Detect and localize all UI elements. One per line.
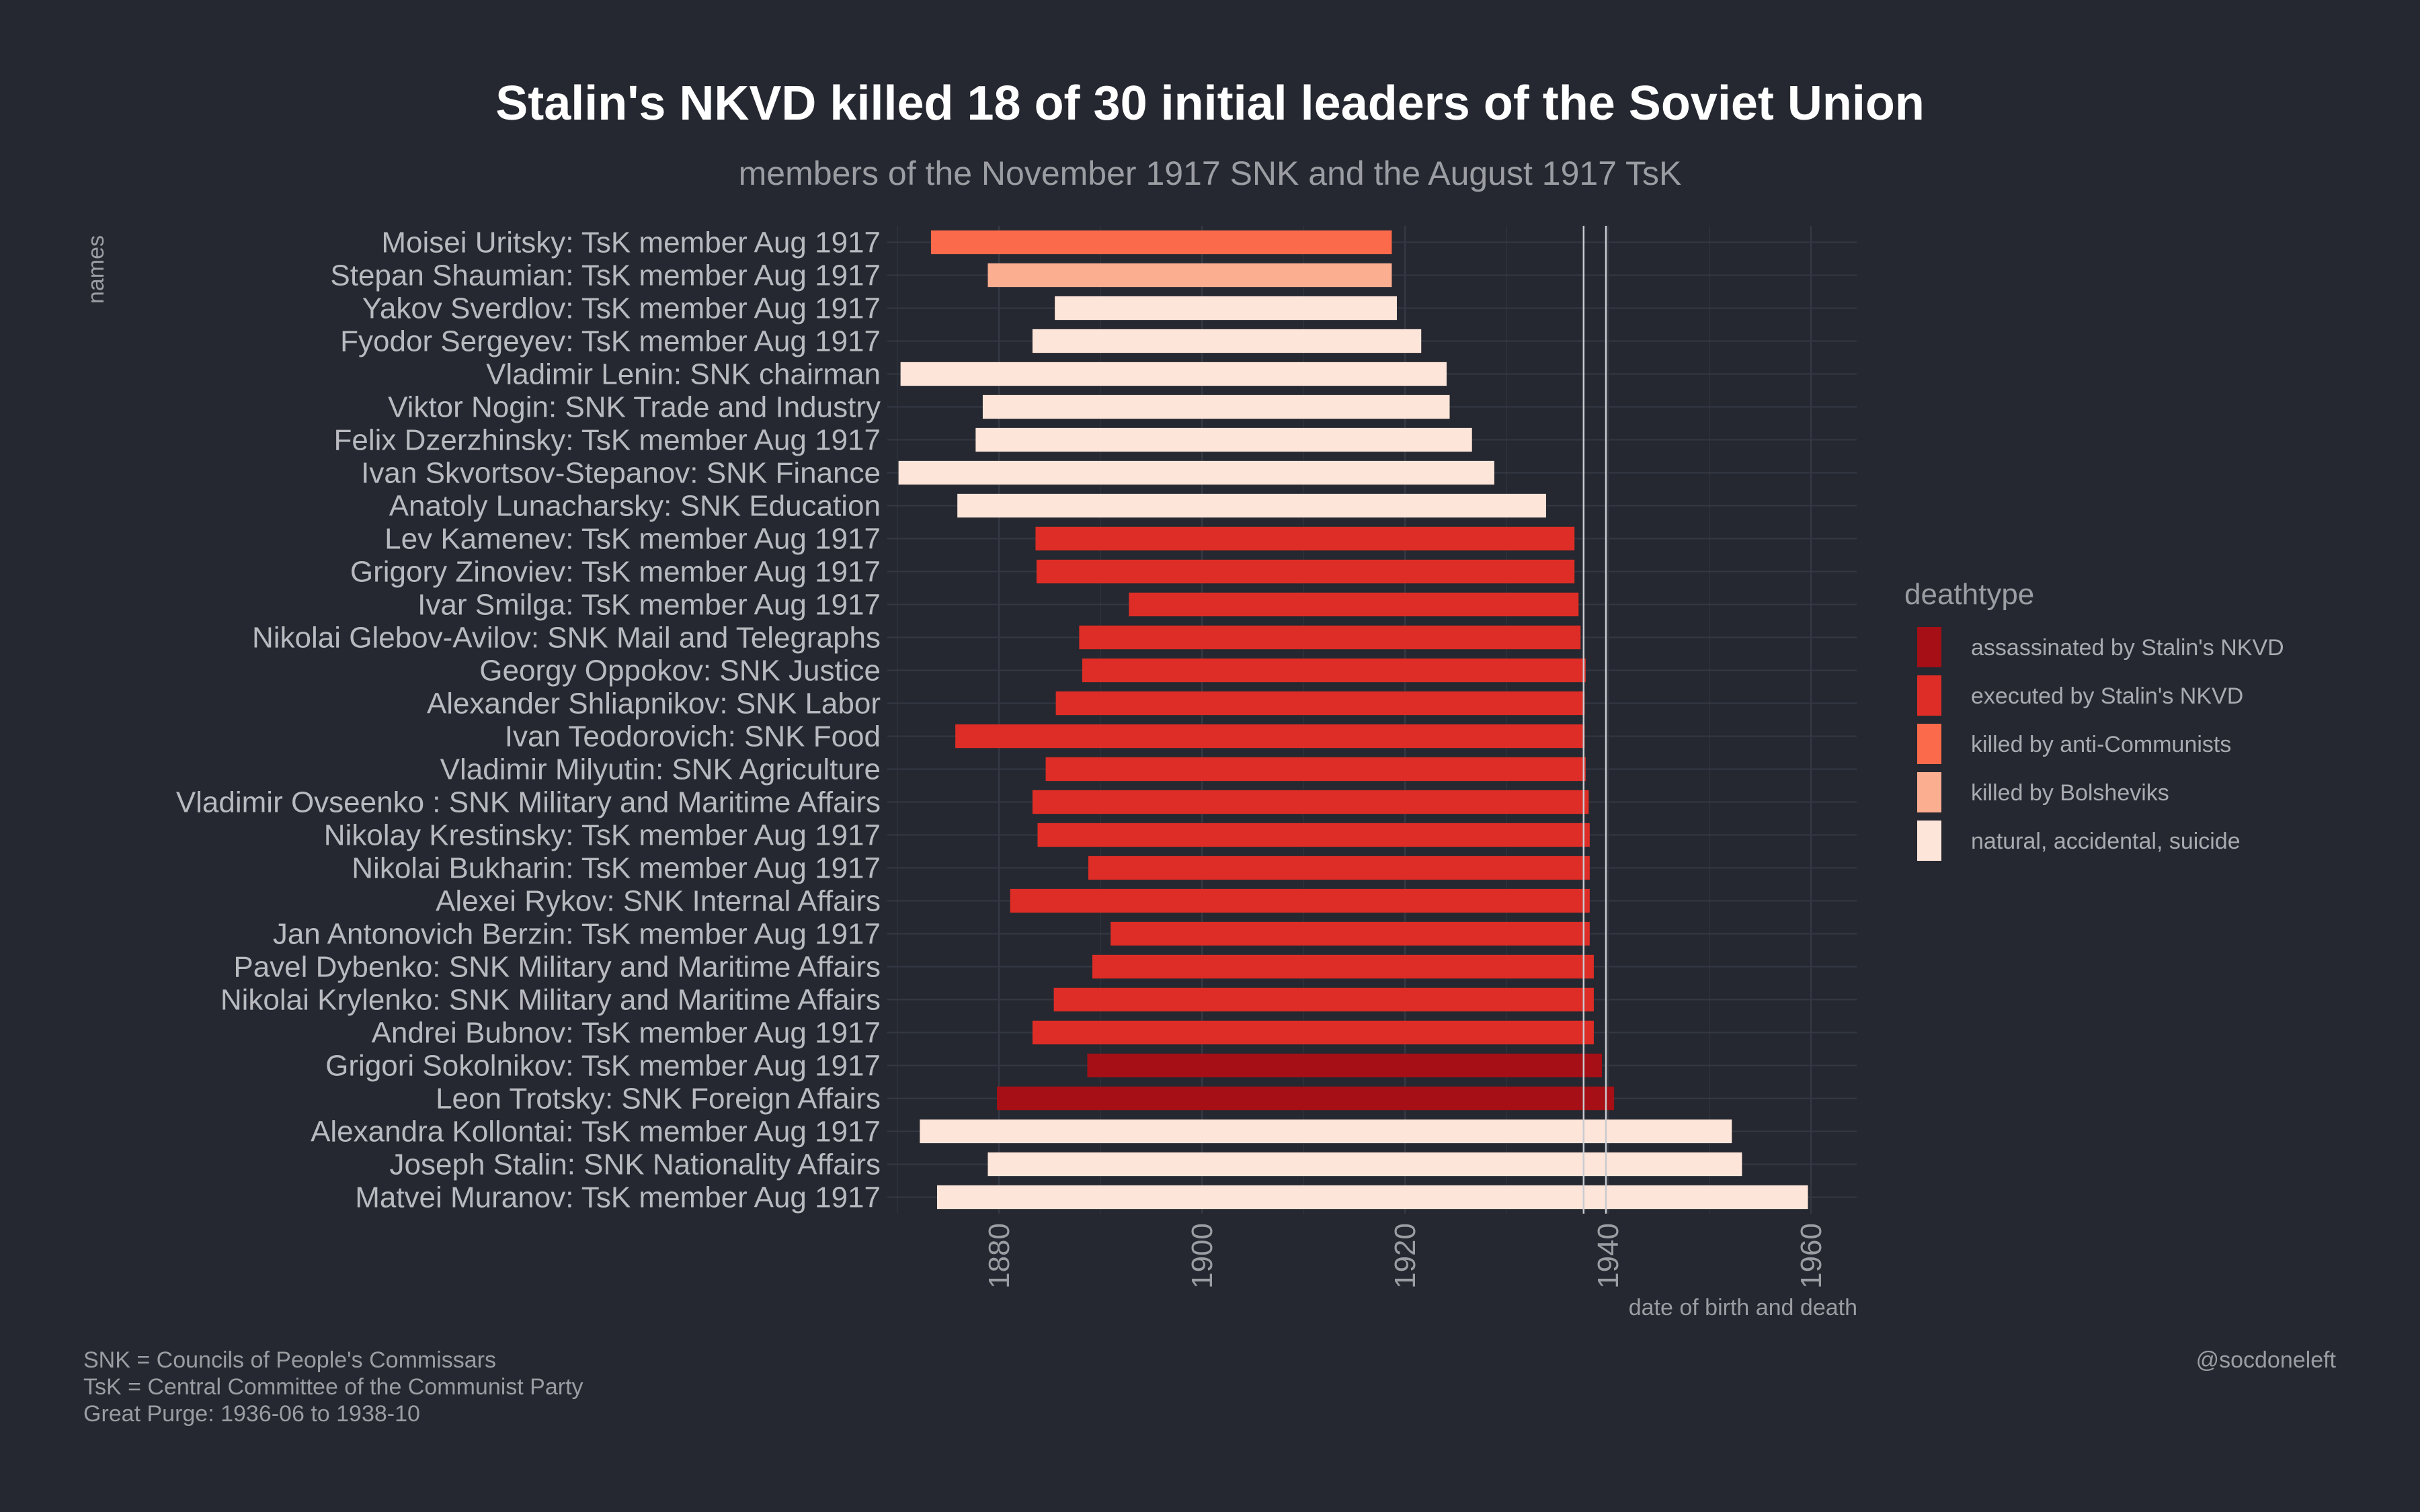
name-label: Joseph Stalin: SNK Nationality Affairs <box>390 1148 881 1181</box>
legend-entries: assassinated by Stalin's NKVD executed by… <box>1917 627 2284 861</box>
bar <box>1032 790 1589 814</box>
legend: deathtype assassinated by Stalin's NKVD e… <box>1904 578 2284 861</box>
x-axis-ticks: 1880 1900 1920 1940 1960 <box>983 1223 1828 1289</box>
name-label: Anatoly Lunacharsky: SNK Education <box>389 490 881 523</box>
name-label: Nikolai Bukharin: TsK member Aug 1917 <box>352 852 881 885</box>
name-label: Nikolai Krylenko: SNK Military and Marit… <box>220 984 881 1017</box>
name-label: Pavel Dybenko: SNK Military and Maritime… <box>233 951 881 984</box>
bar <box>1037 823 1590 847</box>
bar <box>1032 329 1422 353</box>
name-label: Grigori Sokolnikov: TsK member Aug 1917 <box>325 1050 881 1083</box>
bar <box>1082 658 1586 683</box>
legend-title: deathtype <box>1904 578 2034 611</box>
x-tick-label: 1940 <box>1592 1223 1625 1289</box>
x-tick-label: 1960 <box>1795 1223 1828 1289</box>
legend-swatch <box>1917 627 1941 667</box>
legend-swatch <box>1917 724 1941 764</box>
y-axis-title: names <box>83 235 109 304</box>
x-tick-label: 1880 <box>983 1223 1016 1289</box>
name-label: Viktor Nogin: SNK Trade and Industry <box>388 391 881 424</box>
chart-title: Stalin's NKVD killed 18 of 30 initial le… <box>495 77 1925 130</box>
legend-label: executed by Stalin's NKVD <box>1971 683 2243 709</box>
name-label: Stepan Shaumian: TsK member Aug 1917 <box>330 259 881 292</box>
bar <box>1092 954 1594 979</box>
name-label: Lev Kamenev: TsK member Aug 1917 <box>385 523 881 556</box>
bar <box>1035 526 1575 551</box>
x-tick-label: 1900 <box>1186 1223 1219 1289</box>
legend-label: natural, accidental, suicide <box>1971 829 2241 854</box>
bar <box>997 1086 1615 1111</box>
x-axis-title: date of birth and death <box>1629 1295 1857 1320</box>
caption-line-3: Great Purge: 1936-06 to 1938-10 <box>83 1401 420 1427</box>
name-label: Alexei Rykov: SNK Internal Affairs <box>436 885 881 918</box>
name-label: Ivan Teodorovich: SNK Food <box>505 720 881 753</box>
name-label: Fyodor Sergeyev: TsK member Aug 1917 <box>340 325 881 358</box>
bar <box>1036 559 1575 584</box>
bar <box>898 460 1494 485</box>
bar <box>1055 296 1397 321</box>
bar <box>1111 921 1590 946</box>
bar <box>920 1119 1732 1144</box>
name-label: Moisei Uritsky: TsK member Aug 1917 <box>381 226 881 259</box>
bar <box>955 724 1585 749</box>
bar <box>900 362 1447 386</box>
bar <box>1087 1053 1603 1078</box>
caption-line-2: TsK = Central Committee of the Communist… <box>83 1374 583 1400</box>
name-label: Grigory Zinoviev: TsK member Aug 1917 <box>350 556 881 589</box>
bars <box>898 230 1808 1210</box>
name-label: Vladimir Milyutin: SNK Agriculture <box>440 753 881 786</box>
legend-label: assassinated by Stalin's NKVD <box>1971 635 2284 661</box>
name-label: Leon Trotsky: SNK Foreign Affairs <box>436 1083 881 1116</box>
name-label: Nikolay Krestinsky: TsK member Aug 1917 <box>324 819 881 852</box>
name-label: Yakov Sverdlov: TsK member Aug 1917 <box>362 292 881 325</box>
caption-line-1: SNK = Councils of People's Commissars <box>83 1347 496 1373</box>
bar <box>1055 691 1585 716</box>
bar <box>1079 625 1581 650</box>
legend-swatch <box>1917 821 1941 861</box>
name-label: Andrei Bubnov: TsK member Aug 1917 <box>372 1017 881 1050</box>
name-labels: Moisei Uritsky: TsK member Aug 1917Stepa… <box>176 226 881 1214</box>
bar <box>1088 855 1590 880</box>
bar <box>1053 987 1594 1012</box>
name-label: Vladimir Ovseenko : SNK Military and Mar… <box>176 786 881 819</box>
name-label: Alexander Shliapnikov: SNK Labor <box>427 687 881 720</box>
name-label: Matvei Muranov: TsK member Aug 1917 <box>355 1181 881 1214</box>
x-tick-label: 1920 <box>1389 1223 1422 1289</box>
bar <box>930 230 1392 255</box>
reference-lines <box>1582 226 1607 1214</box>
name-label: Ivar Smilga: TsK member Aug 1917 <box>417 589 881 622</box>
name-label: Felix Dzerzhinsky: TsK member Aug 1917 <box>333 424 881 457</box>
name-label: Alexandra Kollontai: TsK member Aug 1917 <box>311 1116 881 1148</box>
bar <box>1032 1020 1594 1045</box>
name-label: Ivan Skvortsov-Stepanov: SNK Finance <box>361 457 881 490</box>
name-label: Vladimir Lenin: SNK chairman <box>486 358 881 391</box>
captions: SNK = Councils of People's Commissars Ts… <box>83 1347 2337 1427</box>
name-label: Jan Antonovich Berzin: TsK member Aug 19… <box>273 918 881 951</box>
bar <box>982 394 1450 419</box>
legend-swatch <box>1917 772 1941 812</box>
bar <box>975 427 1472 452</box>
name-label: Nikolai Glebov-Avilov: SNK Mail and Tele… <box>252 622 881 655</box>
bar <box>1010 888 1590 913</box>
bar <box>936 1185 1808 1210</box>
bar <box>987 263 1392 288</box>
caption-handle: @socdoneleft <box>2196 1347 2337 1373</box>
bar <box>1129 592 1579 617</box>
legend-label: killed by anti-Communists <box>1971 732 2231 757</box>
bar <box>957 493 1546 518</box>
legend-swatch <box>1917 675 1941 716</box>
name-label: Georgy Oppokov: SNK Justice <box>479 655 881 687</box>
legend-label: killed by Bolsheviks <box>1971 780 2169 806</box>
bar <box>1045 757 1586 782</box>
bar <box>987 1152 1742 1177</box>
chart-subtitle: members of the November 1917 SNK and the… <box>739 155 1682 192</box>
